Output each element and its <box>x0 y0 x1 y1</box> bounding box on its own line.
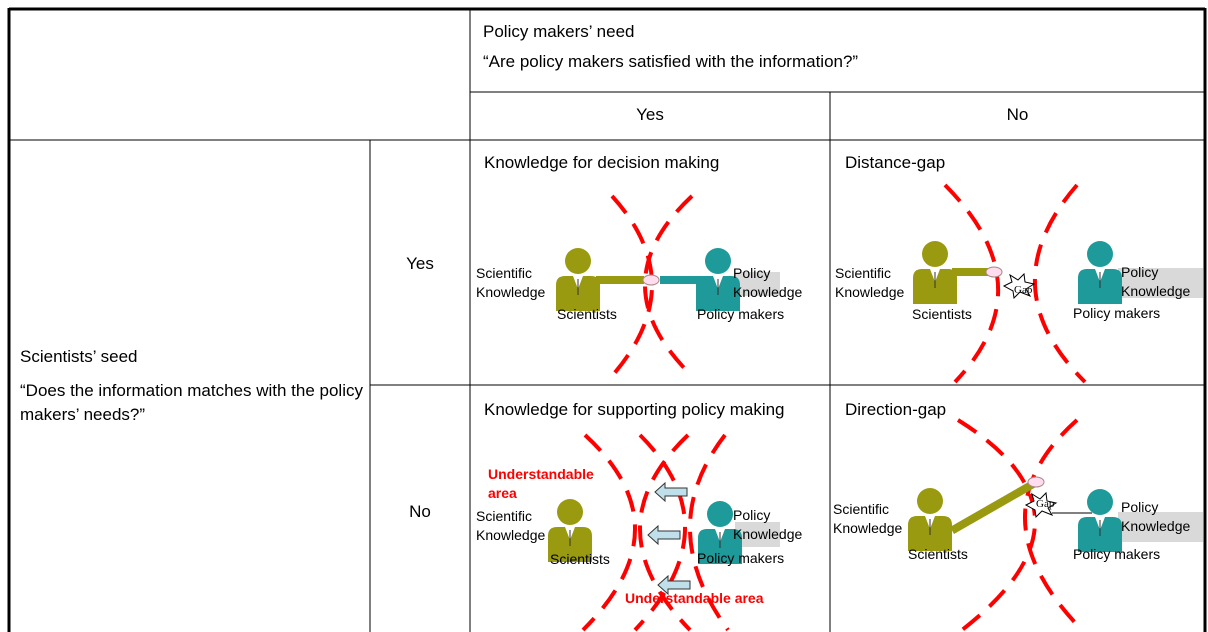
gap-label: Gap <box>1036 498 1055 510</box>
cell-title: Distance-gap <box>845 153 946 172</box>
header-question: “Are policy makers satisfied with the in… <box>483 52 859 71</box>
label-box <box>735 522 780 547</box>
person-head <box>707 501 733 527</box>
policy-knowledge-label: Policy Knowledge <box>733 265 803 300</box>
scientists-label: Scientists <box>550 551 610 567</box>
person-head <box>1087 241 1113 267</box>
column-label: No <box>1006 105 1029 124</box>
person-head <box>917 488 943 514</box>
policy-makers-label: Policy makers <box>697 306 785 322</box>
cell-title: Knowledge for supporting policy making <box>484 400 785 419</box>
row-label: Yes <box>406 254 434 273</box>
policy-makers-label: Policy makers <box>1073 546 1161 562</box>
scientists-label: Scientists <box>557 306 617 322</box>
table-grid <box>8 8 1205 632</box>
dashed-arc <box>956 418 1037 632</box>
left-arrow <box>657 574 691 596</box>
dashed-arc <box>581 433 637 632</box>
scientific-knowledge-label: Scientific Knowledge <box>835 265 905 300</box>
scientists-label: Scientists <box>912 306 972 322</box>
person-head <box>565 248 591 274</box>
hand <box>642 274 660 286</box>
dashed-arc <box>610 194 654 378</box>
left-arrow <box>647 524 681 546</box>
scientific-knowledge-label: Scientific Knowledge <box>833 501 903 536</box>
left-arrow <box>654 481 688 503</box>
person-head <box>922 241 948 267</box>
connector-bar <box>596 276 644 284</box>
understandable-area-label: Understandable area <box>625 590 764 606</box>
policy-makers-label: Policy makers <box>1073 305 1161 321</box>
dashed-arc <box>943 183 1000 384</box>
dashed-arc <box>1023 418 1084 632</box>
row-header-question: “Does the information matches with the p… <box>20 381 363 424</box>
header-title: Policy makers’ need <box>483 22 635 41</box>
row-header-title: Scientists’ seed <box>20 347 138 366</box>
gap-burst <box>1002 272 1036 300</box>
policy-knowledge-label: Policy Knowledge <box>733 507 803 542</box>
dashed-arc <box>688 433 730 632</box>
label-box <box>1118 268 1203 298</box>
hand <box>1027 476 1045 488</box>
table-border <box>7 7 1207 632</box>
connector-bar <box>952 268 988 276</box>
label-box <box>735 272 780 296</box>
dashed-arc <box>643 194 694 378</box>
person-head <box>705 248 731 274</box>
cell-title: Direction-gap <box>845 400 947 419</box>
column-label: Yes <box>636 105 664 124</box>
scientific-knowledge-label: Scientific Knowledge <box>476 508 546 543</box>
label-box <box>1118 512 1203 542</box>
cell-title: Knowledge for decision making <box>484 153 720 172</box>
hand <box>985 266 1003 278</box>
connector-bar <box>660 276 706 284</box>
gap-label: Gap <box>1014 284 1033 296</box>
person-head <box>557 499 583 525</box>
policy-knowledge-label: Policy Knowledge <box>1121 264 1191 299</box>
connector-bar <box>950 480 1036 534</box>
understandable-area-label: Understandable area <box>488 466 594 501</box>
dashed-arc <box>633 433 687 632</box>
scientific-knowledge-label: Scientific Knowledge <box>476 265 546 300</box>
policy-makers-label: Policy makers <box>697 550 785 566</box>
policy-knowledge-label: Policy Knowledge <box>1121 499 1191 534</box>
scientists-label: Scientists <box>908 546 968 562</box>
person-head <box>1087 489 1113 515</box>
row-label: No <box>409 502 431 521</box>
dashed-arc <box>1033 183 1087 384</box>
dashed-arc <box>638 433 692 632</box>
gap-burst <box>1024 491 1058 519</box>
